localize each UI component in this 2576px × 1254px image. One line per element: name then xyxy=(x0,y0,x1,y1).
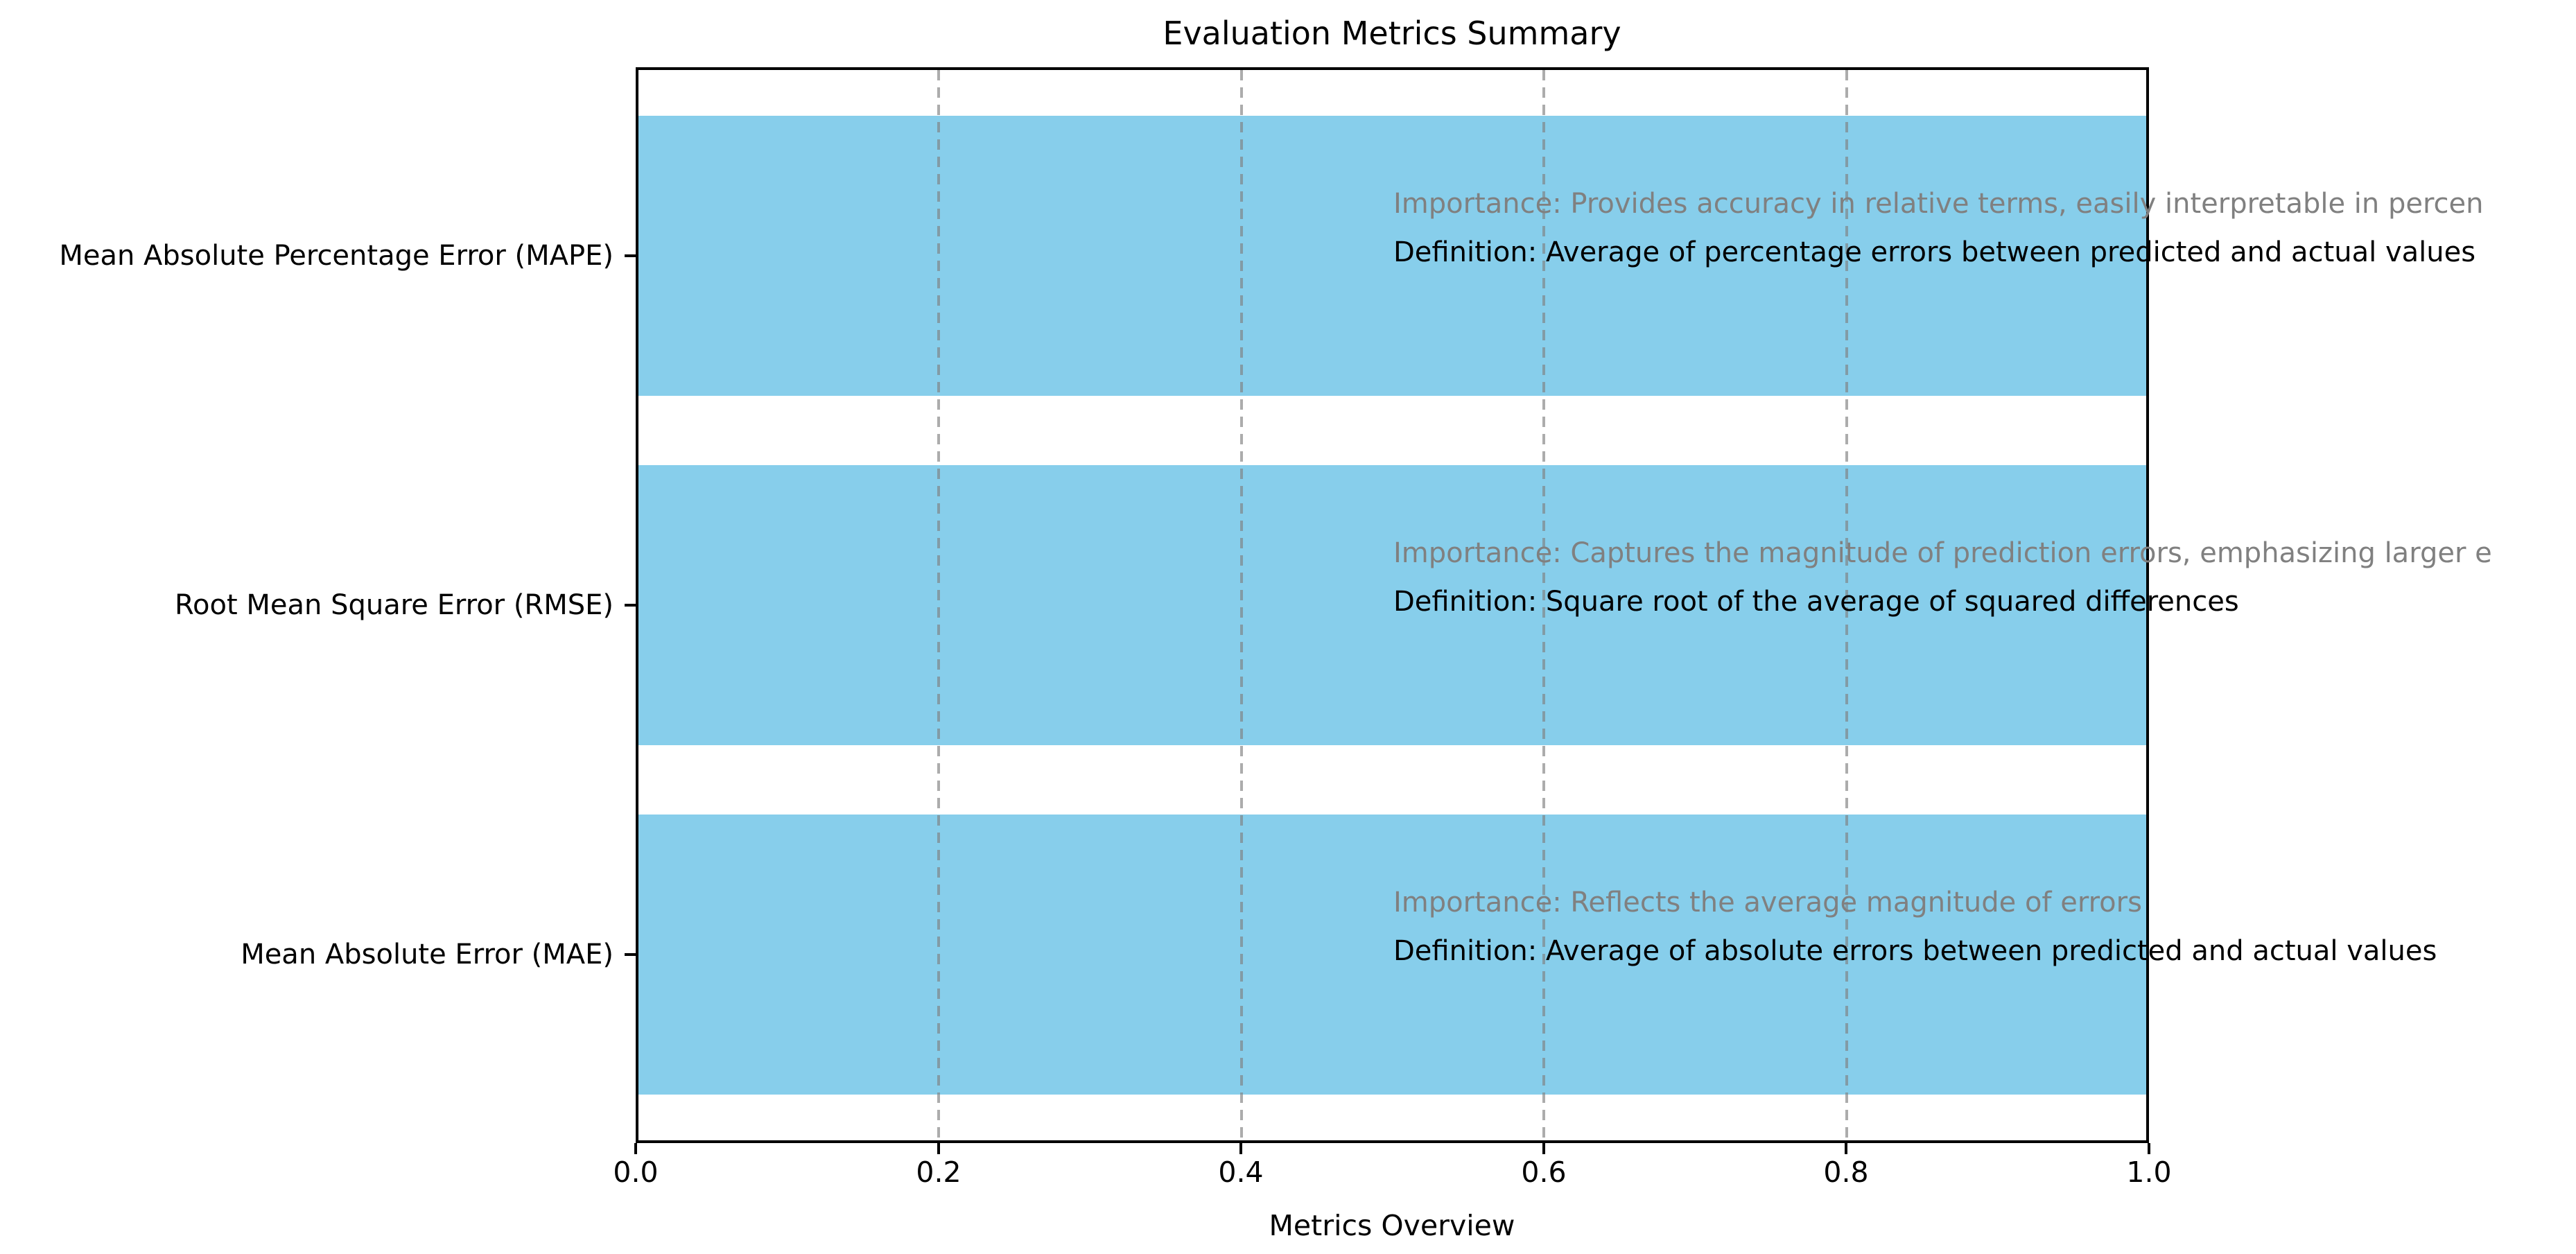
x-tick-0-2 xyxy=(937,1143,940,1154)
y-tick-mae xyxy=(625,953,636,956)
annotation-rmse-importance: Importance: Captures the magnitude of pr… xyxy=(1393,537,2492,569)
y-tick-rmse xyxy=(625,604,636,607)
annotation-mape-definition: Definition: Average of percentage errors… xyxy=(1393,236,2476,268)
x-tick-label-0-0: 0.0 xyxy=(613,1156,659,1189)
x-tick-0-4 xyxy=(1239,1143,1242,1154)
gridline-0-2 xyxy=(937,70,940,1140)
plot-area xyxy=(636,67,2149,1143)
annotation-mape-importance: Importance: Provides accuracy in relativ… xyxy=(1393,188,2484,220)
x-tick-1-0 xyxy=(2148,1143,2150,1154)
x-tick-label-0-6: 0.6 xyxy=(1521,1156,1567,1189)
y-axis-label-mae: Mean Absolute Error (MAE) xyxy=(241,939,613,970)
y-tick-mape xyxy=(625,254,636,257)
y-axis-label-rmse: Root Mean Square Error (RMSE) xyxy=(175,589,613,621)
x-tick-label-1-0: 1.0 xyxy=(2126,1156,2172,1189)
x-tick-0-6 xyxy=(1542,1143,1545,1154)
x-axis-label: Metrics Overview xyxy=(1269,1209,1515,1242)
gridline-0-6 xyxy=(1542,70,1545,1140)
chart-title: Evaluation Metrics Summary xyxy=(1163,15,1621,52)
bar-mape xyxy=(638,116,2146,396)
x-tick-label-0-4: 0.4 xyxy=(1218,1156,1264,1189)
x-tick-label-0-8: 0.8 xyxy=(1823,1156,1869,1189)
x-tick-0-0 xyxy=(634,1143,637,1154)
bar-rmse xyxy=(638,465,2146,745)
y-axis-label-mape: Mean Absolute Percentage Error (MAPE) xyxy=(59,240,613,272)
annotation-mae-importance: Importance: Reflects the average magnitu… xyxy=(1393,887,2142,918)
x-tick-0-8 xyxy=(1845,1143,1847,1154)
bar-mae xyxy=(638,815,2146,1095)
gridline-0-4 xyxy=(1240,70,1243,1140)
annotation-mae-definition: Definition: Average of absolute errors b… xyxy=(1393,935,2437,967)
x-tick-label-0-2: 0.2 xyxy=(916,1156,961,1189)
annotation-rmse-definition: Definition: Square root of the average o… xyxy=(1393,586,2239,618)
gridline-0-8 xyxy=(1845,70,1848,1140)
